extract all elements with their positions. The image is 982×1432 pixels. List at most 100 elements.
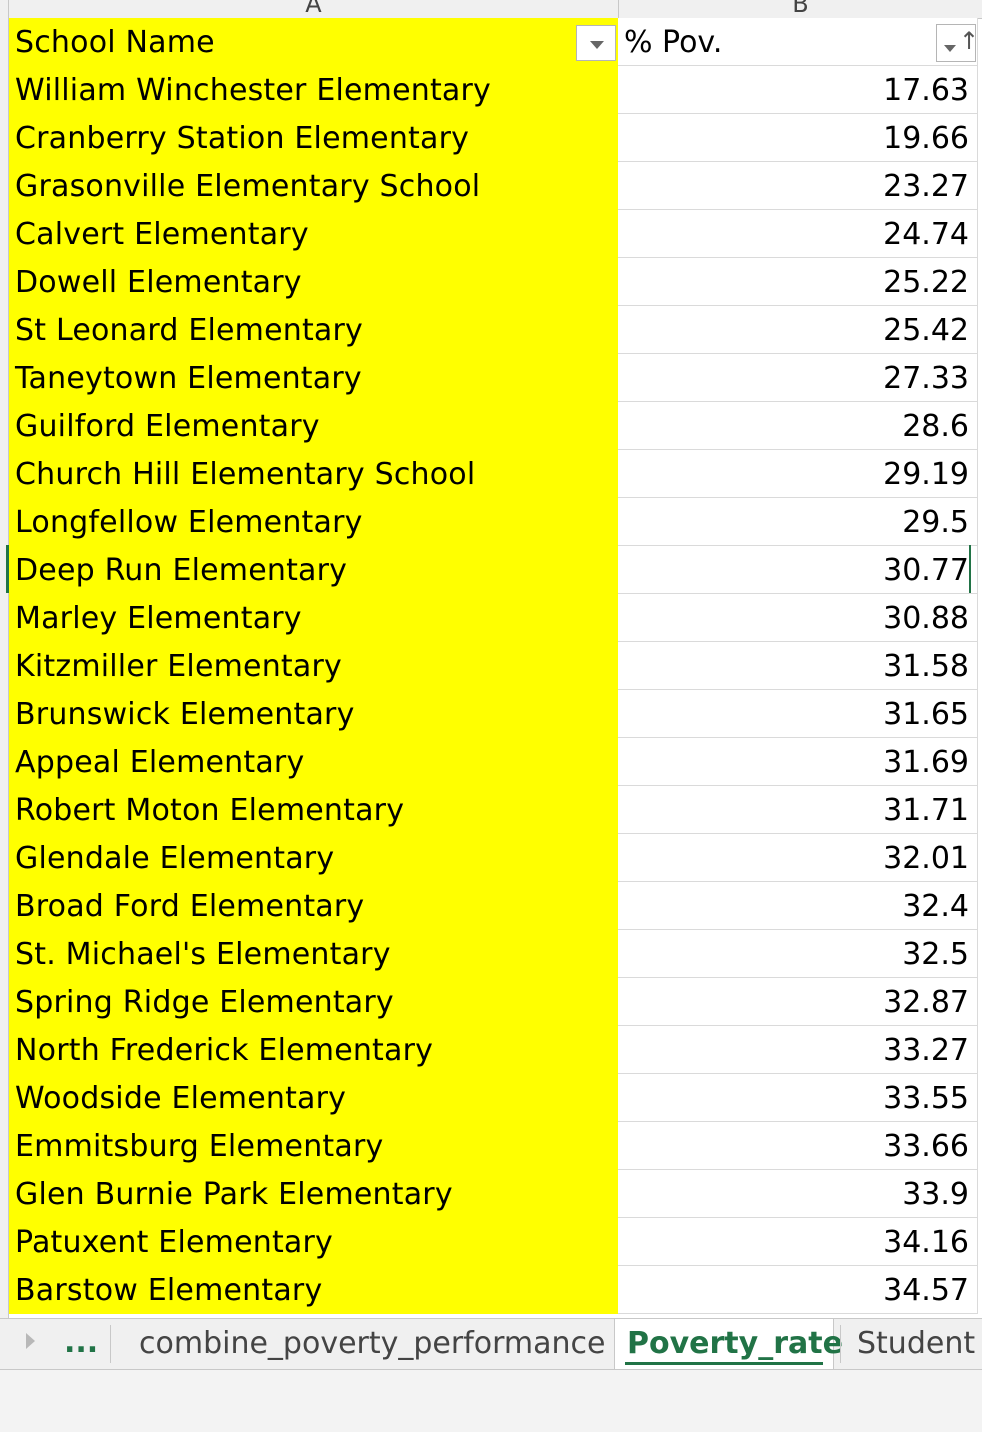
poverty-rate-cell[interactable]: 32.01 bbox=[618, 834, 978, 882]
school-name-cell[interactable]: Woodside Elementary bbox=[9, 1074, 618, 1122]
school-name-cell[interactable]: Robert Moton Elementary bbox=[9, 786, 618, 834]
header-cell-pov[interactable]: % Pov. ↑ bbox=[618, 18, 980, 66]
poverty-rate-cell[interactable]: 31.58 bbox=[618, 642, 978, 690]
school-name-cell[interactable]: Cranberry Station Elementary bbox=[9, 114, 618, 162]
column-header-a-label: A bbox=[305, 0, 322, 18]
school-name-text: Spring Ridge Elementary bbox=[15, 985, 394, 1020]
school-name-cell[interactable]: William Winchester Elementary bbox=[9, 66, 618, 114]
poverty-rate-cell[interactable]: 31.65 bbox=[618, 690, 978, 738]
poverty-rate-cell[interactable]: 28.6 bbox=[618, 402, 978, 450]
tab-student[interactable]: Student bbox=[857, 1319, 982, 1369]
table-row: Patuxent Elementary 34.16 bbox=[9, 1218, 982, 1266]
school-name-cell[interactable]: North Frederick Elementary bbox=[9, 1026, 618, 1074]
poverty-rate-cell[interactable]: 19.66 bbox=[618, 114, 978, 162]
poverty-rate-cell[interactable]: 32.4 bbox=[618, 882, 978, 930]
school-name-text: Emmitsburg Elementary bbox=[15, 1129, 384, 1164]
poverty-rate-cell[interactable]: 32.87 bbox=[618, 978, 978, 1026]
poverty-rate-cell[interactable]: 32.5 bbox=[618, 930, 978, 978]
school-name-cell[interactable]: Deep Run Elementary bbox=[9, 546, 618, 594]
sort-ascending-icon: ↑ bbox=[959, 27, 980, 55]
scroll-left-icon[interactable] bbox=[26, 1333, 35, 1349]
school-name-cell[interactable]: Brunswick Elementary bbox=[9, 690, 618, 738]
poverty-rate-value: 33.9 bbox=[902, 1177, 969, 1212]
sort-filter-button[interactable]: ↑ bbox=[936, 24, 980, 62]
column-header-b-label: B bbox=[792, 0, 809, 18]
school-name-cell[interactable]: Appeal Elementary bbox=[9, 738, 618, 786]
school-name-cell[interactable]: Emmitsburg Elementary bbox=[9, 1122, 618, 1170]
tab-label: combine_poverty_performance bbox=[139, 1326, 606, 1361]
sheet-tab-bar: ... combine_poverty_performance Poverty_… bbox=[0, 1318, 982, 1370]
table-row: Barstow Elementary 34.57 bbox=[9, 1266, 982, 1314]
poverty-rate-cell[interactable]: 31.69 bbox=[618, 738, 978, 786]
table-row: Spring Ridge Elementary 32.87 bbox=[9, 978, 982, 1026]
poverty-rate-cell[interactable]: 29.19 bbox=[618, 450, 978, 498]
active-tab-underline bbox=[625, 1362, 823, 1365]
school-name-cell[interactable]: Grasonville Elementary School bbox=[9, 162, 618, 210]
school-name-cell[interactable]: Glen Burnie Park Elementary bbox=[9, 1170, 618, 1218]
poverty-rate-cell[interactable]: 25.22 bbox=[618, 258, 978, 306]
school-name-text: Cranberry Station Elementary bbox=[15, 121, 470, 156]
tab-divider bbox=[840, 1325, 841, 1363]
school-name-cell[interactable]: Taneytown Elementary bbox=[9, 354, 618, 402]
column-header-a[interactable]: A bbox=[9, 0, 619, 19]
table-row: North Frederick Elementary 33.27 bbox=[9, 1026, 982, 1074]
poverty-rate-value: 31.65 bbox=[883, 697, 969, 732]
filter-dropdown-button[interactable] bbox=[576, 25, 616, 61]
school-name-text: Broad Ford Elementary bbox=[15, 889, 365, 924]
school-name-cell[interactable]: St Leonard Elementary bbox=[9, 306, 618, 354]
school-name-cell[interactable]: Longfellow Elementary bbox=[9, 498, 618, 546]
table-row: Calvert Elementary 24.74 bbox=[9, 210, 982, 258]
school-name-cell[interactable]: Guilford Elementary bbox=[9, 402, 618, 450]
poverty-rate-cell[interactable]: 33.55 bbox=[618, 1074, 978, 1122]
school-name-text: Calvert Elementary bbox=[15, 217, 309, 252]
table-row: Glendale Elementary 32.01 bbox=[9, 834, 982, 882]
poverty-rate-value: 25.42 bbox=[883, 313, 969, 348]
poverty-rate-cell[interactable]: 30.77 bbox=[618, 546, 978, 594]
school-name-cell[interactable]: Glendale Elementary bbox=[9, 834, 618, 882]
poverty-rate-cell[interactable]: 33.9 bbox=[618, 1170, 978, 1218]
poverty-rate-value: 30.88 bbox=[883, 601, 969, 636]
poverty-rate-value: 23.27 bbox=[883, 169, 969, 204]
column-header-b[interactable]: B bbox=[619, 0, 982, 19]
poverty-rate-cell[interactable]: 29.5 bbox=[618, 498, 978, 546]
poverty-rate-cell[interactable]: 30.88 bbox=[618, 594, 978, 642]
tab-poverty-rate[interactable]: Poverty_rate bbox=[614, 1319, 843, 1369]
school-name-cell[interactable]: Church Hill Elementary School bbox=[9, 450, 618, 498]
school-name-cell[interactable]: Barstow Elementary bbox=[9, 1266, 618, 1314]
poverty-rate-cell[interactable]: 17.63 bbox=[618, 66, 978, 114]
poverty-rate-value: 27.33 bbox=[883, 361, 969, 396]
table-row: Taneytown Elementary 27.33 bbox=[9, 354, 982, 402]
poverty-rate-value: 33.55 bbox=[883, 1081, 969, 1116]
school-name-cell[interactable]: Kitzmiller Elementary bbox=[9, 642, 618, 690]
poverty-rate-cell[interactable]: 25.42 bbox=[618, 306, 978, 354]
table-row: Emmitsburg Elementary 33.66 bbox=[9, 1122, 982, 1170]
poverty-rate-cell[interactable]: 23.27 bbox=[618, 162, 978, 210]
school-name-cell[interactable]: Calvert Elementary bbox=[9, 210, 618, 258]
table-row: Dowell Elementary 25.22 bbox=[9, 258, 982, 306]
school-name-cell[interactable]: Broad Ford Elementary bbox=[9, 882, 618, 930]
school-name-cell[interactable]: Marley Elementary bbox=[9, 594, 618, 642]
poverty-rate-cell[interactable]: 34.57 bbox=[618, 1266, 978, 1314]
poverty-rate-cell[interactable]: 34.16 bbox=[618, 1218, 978, 1266]
school-name-text: Glendale Elementary bbox=[15, 841, 335, 876]
table-row: Deep Run Elementary 30.77 bbox=[9, 546, 982, 594]
school-name-cell[interactable]: Spring Ridge Elementary bbox=[9, 978, 618, 1026]
school-name-cell[interactable]: St. Michael's Elementary bbox=[9, 930, 618, 978]
header-cell-school-name[interactable]: School Name bbox=[9, 18, 618, 66]
tab-divider bbox=[110, 1325, 111, 1363]
poverty-rate-cell[interactable]: 27.33 bbox=[618, 354, 978, 402]
poverty-rate-cell[interactable]: 33.66 bbox=[618, 1122, 978, 1170]
poverty-rate-value: 33.66 bbox=[883, 1129, 969, 1164]
school-name-cell[interactable]: Patuxent Elementary bbox=[9, 1218, 618, 1266]
tab-combine-poverty-performance[interactable]: combine_poverty_performance bbox=[139, 1319, 609, 1369]
more-sheets-button[interactable]: ... bbox=[64, 1325, 99, 1360]
school-name-cell[interactable]: Dowell Elementary bbox=[9, 258, 618, 306]
dropdown-filter-icon bbox=[590, 41, 604, 49]
poverty-rate-cell[interactable]: 24.74 bbox=[618, 210, 978, 258]
school-name-text: Appeal Elementary bbox=[15, 745, 305, 780]
poverty-rate-cell[interactable]: 31.71 bbox=[618, 786, 978, 834]
table-row: Woodside Elementary 33.55 bbox=[9, 1074, 982, 1122]
school-name-text: Robert Moton Elementary bbox=[15, 793, 405, 828]
poverty-rate-cell[interactable]: 33.27 bbox=[618, 1026, 978, 1074]
school-name-text: Longfellow Elementary bbox=[15, 505, 363, 540]
